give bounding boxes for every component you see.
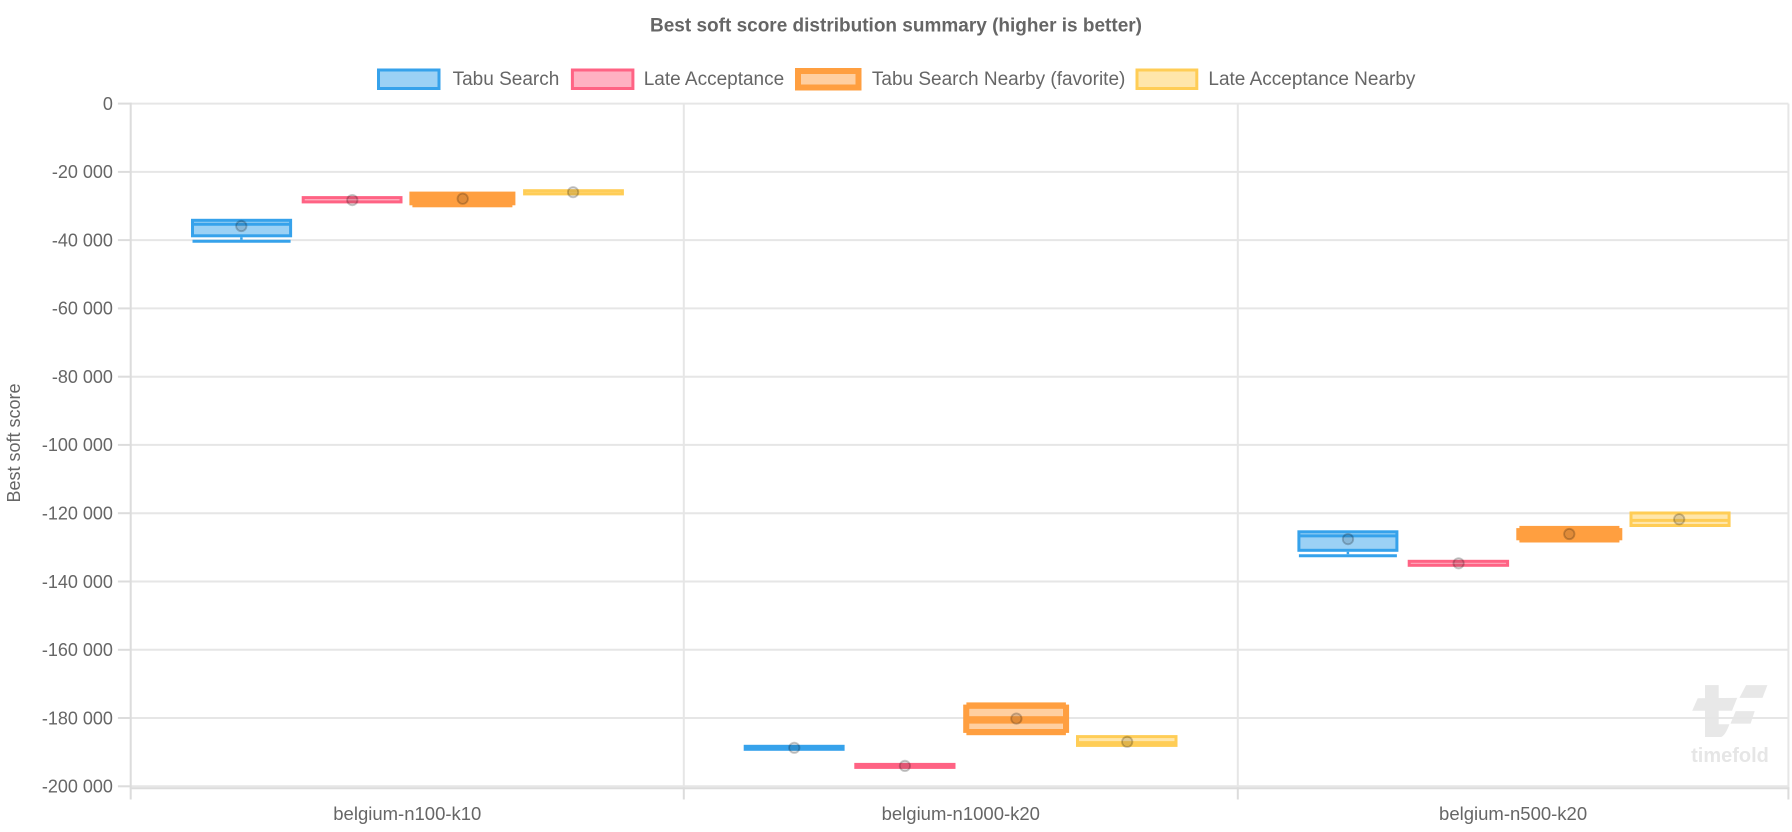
svg-text:-200 000: -200 000 — [42, 777, 113, 797]
svg-text:-100 000: -100 000 — [42, 435, 113, 455]
svg-text:0: 0 — [103, 94, 113, 114]
svg-text:-40 000: -40 000 — [52, 230, 113, 250]
svg-text:belgium-n100-k10: belgium-n100-k10 — [333, 803, 481, 824]
svg-text:-160 000: -160 000 — [42, 640, 113, 660]
svg-text:-20 000: -20 000 — [52, 162, 113, 182]
svg-text:belgium-n1000-k20: belgium-n1000-k20 — [882, 803, 1040, 824]
svg-text:timefold: timefold — [1691, 745, 1769, 767]
svg-text:-80 000: -80 000 — [52, 367, 113, 387]
svg-text:Late Acceptance Nearby: Late Acceptance Nearby — [1208, 69, 1416, 90]
svg-text:belgium-n500-k20: belgium-n500-k20 — [1439, 803, 1587, 824]
svg-text:-140 000: -140 000 — [42, 572, 113, 592]
svg-text:-60 000: -60 000 — [52, 299, 113, 319]
svg-text:-180 000: -180 000 — [42, 708, 113, 728]
svg-text:Tabu Search Nearby (favorite): Tabu Search Nearby (favorite) — [872, 69, 1125, 90]
svg-text:Tabu Search: Tabu Search — [453, 69, 560, 90]
svg-text:Best soft score distribution s: Best soft score distribution summary (hi… — [650, 16, 1142, 37]
svg-text:-120 000: -120 000 — [42, 504, 113, 524]
svg-text:Late Acceptance: Late Acceptance — [644, 69, 785, 90]
svg-text:Best soft score: Best soft score — [4, 383, 24, 502]
